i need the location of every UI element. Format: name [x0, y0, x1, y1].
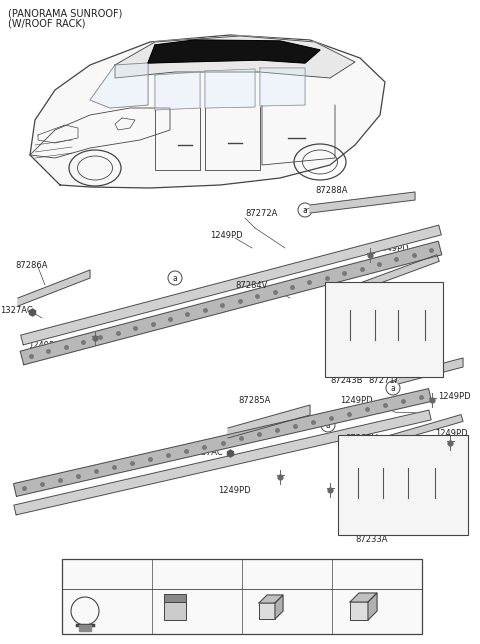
FancyBboxPatch shape	[259, 603, 275, 619]
Polygon shape	[21, 225, 441, 345]
Text: (W/ROOF RACK): (W/ROOF RACK)	[8, 18, 85, 28]
FancyBboxPatch shape	[164, 602, 186, 620]
Polygon shape	[115, 36, 355, 78]
FancyBboxPatch shape	[325, 282, 443, 377]
Polygon shape	[260, 68, 305, 106]
Text: 87271A: 87271A	[368, 375, 400, 384]
Text: 87293B: 87293B	[97, 569, 130, 578]
Text: a: a	[83, 569, 87, 578]
Text: d: d	[353, 569, 358, 578]
Text: b: b	[381, 509, 385, 515]
Text: 1249PD: 1249PD	[435, 428, 468, 437]
Text: 1327AC: 1327AC	[0, 305, 33, 314]
Polygon shape	[368, 593, 377, 620]
Text: 1327AC: 1327AC	[190, 448, 223, 457]
Text: 87283V: 87283V	[345, 433, 377, 442]
Polygon shape	[350, 593, 377, 602]
Text: b: b	[173, 569, 178, 578]
Text: 87243B: 87243B	[330, 375, 362, 384]
Text: 87272A: 87272A	[245, 209, 277, 218]
FancyBboxPatch shape	[62, 559, 422, 634]
Polygon shape	[228, 405, 310, 438]
FancyBboxPatch shape	[164, 594, 186, 602]
Text: 1249PD: 1249PD	[210, 231, 242, 240]
Text: 1249PD: 1249PD	[340, 395, 372, 404]
Text: c: c	[348, 351, 352, 357]
Text: 87284V: 87284V	[235, 281, 267, 290]
Polygon shape	[205, 69, 255, 108]
Polygon shape	[344, 415, 463, 455]
Text: 1249PD: 1249PD	[438, 392, 470, 401]
Polygon shape	[259, 595, 283, 603]
Text: 87269: 87269	[277, 569, 304, 578]
Text: c: c	[263, 569, 267, 578]
Text: (PANORAMA SUNROOF): (PANORAMA SUNROOF)	[8, 8, 122, 18]
Polygon shape	[20, 242, 442, 365]
Polygon shape	[13, 389, 432, 497]
Text: 87288A: 87288A	[315, 185, 348, 194]
Text: a: a	[325, 421, 330, 430]
Polygon shape	[148, 40, 320, 63]
Text: a: a	[173, 274, 178, 283]
Text: 1249PD: 1249PD	[218, 486, 251, 495]
Text: 87235A: 87235A	[187, 569, 219, 578]
Text: 1249PD: 1249PD	[28, 341, 60, 350]
Polygon shape	[90, 63, 148, 108]
Text: 87316B: 87316B	[367, 569, 400, 578]
Polygon shape	[155, 72, 200, 110]
Text: 87287A: 87287A	[405, 348, 437, 357]
Text: 87285A: 87285A	[238, 395, 270, 404]
Polygon shape	[18, 270, 90, 306]
Text: a: a	[391, 383, 396, 392]
Text: 87233A: 87233A	[355, 536, 387, 544]
Text: 1249PD: 1249PD	[376, 243, 408, 252]
Text: d: d	[433, 509, 437, 515]
Polygon shape	[275, 595, 283, 619]
Polygon shape	[14, 410, 431, 515]
Polygon shape	[79, 625, 91, 631]
Polygon shape	[30, 35, 385, 188]
Polygon shape	[310, 192, 415, 213]
Text: b: b	[373, 351, 377, 357]
Polygon shape	[398, 358, 463, 384]
FancyBboxPatch shape	[350, 602, 368, 620]
Polygon shape	[334, 255, 439, 299]
Text: a: a	[302, 205, 307, 214]
Text: b: b	[396, 351, 400, 357]
Text: d: d	[423, 351, 427, 357]
FancyBboxPatch shape	[338, 435, 468, 535]
Text: b: b	[406, 509, 410, 515]
Text: c: c	[356, 509, 360, 515]
Text: 87286A: 87286A	[15, 261, 48, 269]
